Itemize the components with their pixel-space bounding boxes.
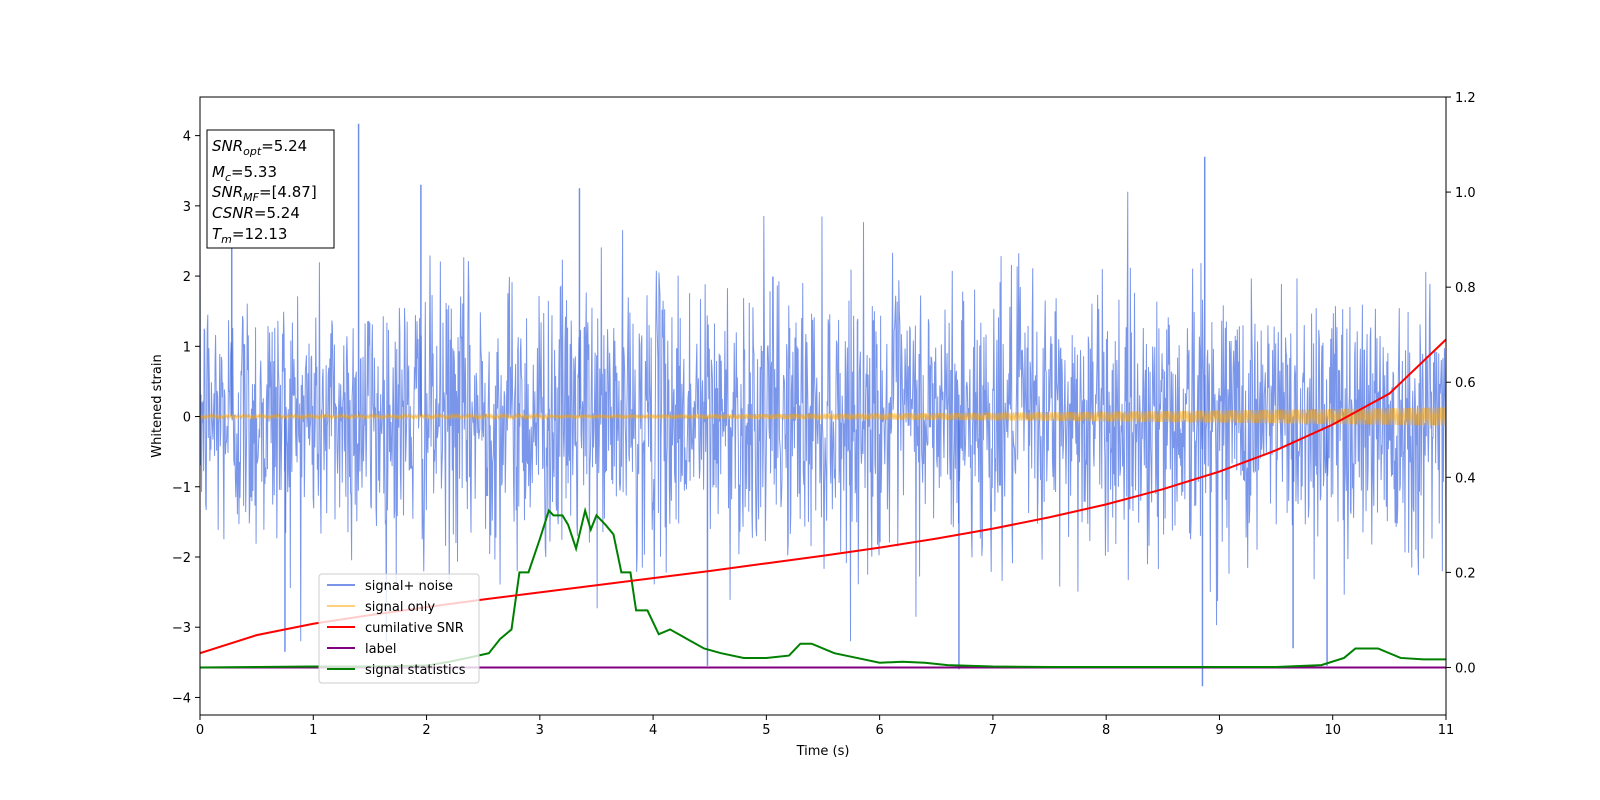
y-tick-label: −3 — [172, 621, 191, 636]
y2-tick-label: 0.0 — [1455, 661, 1476, 676]
x-axis-label: Time (s) — [796, 744, 850, 759]
y2-tick-label: 0.8 — [1455, 281, 1476, 296]
legend-label-signal-noise: signal+ noise — [365, 579, 453, 594]
x-tick-label: 8 — [1102, 723, 1110, 738]
y-tick-label: −2 — [172, 551, 191, 566]
x-tick-label: 7 — [989, 723, 997, 738]
y2-tick-label: 1.2 — [1455, 91, 1476, 106]
info-tm: Tm=12.13 — [212, 225, 287, 246]
legend-label-label: label — [365, 642, 396, 657]
series-signal-statistics-line — [200, 506, 1446, 669]
x-tick-label: 1 — [309, 723, 317, 738]
legend: signal+ noise signal only cumilative SNR… — [318, 573, 480, 684]
y-tick-label: −4 — [172, 691, 191, 706]
y-tick-label: 1 — [183, 340, 191, 355]
y-tick-label: 2 — [183, 270, 191, 285]
x-tick-label: 9 — [1215, 723, 1223, 738]
x-tick-label: 11 — [1438, 723, 1455, 738]
y2-tick-label: 0.2 — [1455, 566, 1476, 581]
info-snr-opt: SNRopt=5.24 — [212, 137, 307, 158]
legend-label-signal-statistics: signal statistics — [365, 663, 466, 678]
y-axis-label: Whitened strain — [150, 354, 165, 457]
y2-tick-label: 0.6 — [1455, 376, 1476, 391]
x-tick-label: 3 — [536, 723, 544, 738]
series-signal-noise-line — [200, 191, 1446, 642]
y-tick-label: 4 — [183, 130, 191, 145]
x-tick-label: 2 — [422, 723, 430, 738]
y-tick-label: 0 — [183, 411, 191, 426]
x-tick-label: 6 — [875, 723, 883, 738]
x-tick-label: 0 — [196, 723, 204, 738]
legend-label-cumulative-snr: cumilative SNR — [365, 621, 464, 636]
info-box: SNRopt=5.24 Mc=5.33 SNRMF=[4.87] CSNR=5.… — [206, 129, 335, 249]
x-tick-label: 10 — [1324, 723, 1341, 738]
y2-tick-label: 0.4 — [1455, 471, 1476, 486]
y2-tick-label: 1.0 — [1455, 186, 1476, 201]
axis-ticks: 0 1 2 3 4 5 6 7 8 9 10 11 −4 −3 −2 −1 0 1 2 3 4 0.0 0.2 0.4 0.6 0… — [172, 91, 1476, 738]
info-snr-mf: SNRMF=[4.87] — [212, 183, 317, 204]
axes-frame — [199, 96, 1447, 716]
y-tick-label: 3 — [183, 200, 191, 215]
info-mc: Mc=5.33 — [212, 163, 277, 184]
x-tick-label: 5 — [762, 723, 770, 738]
x-tick-label: 4 — [649, 723, 657, 738]
info-csnr: CSNR=5.24 — [212, 204, 300, 222]
legend-label-signal-only: signal only — [365, 600, 435, 615]
legend-frame — [318, 573, 480, 684]
series-signal-only-line — [200, 407, 1446, 426]
info-box-frame — [206, 129, 335, 249]
y-tick-label: −1 — [172, 481, 191, 496]
